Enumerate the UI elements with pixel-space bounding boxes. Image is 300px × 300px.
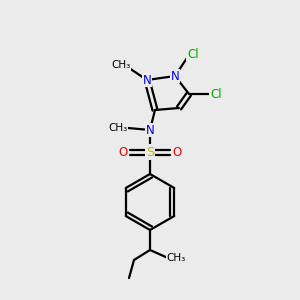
Text: CH₃: CH₃: [108, 123, 128, 133]
Text: O: O: [172, 146, 182, 158]
Text: O: O: [118, 146, 127, 158]
Text: CH₃: CH₃: [167, 253, 186, 263]
Text: CH₃: CH₃: [111, 60, 130, 70]
Text: Cl: Cl: [210, 88, 222, 100]
Text: S: S: [146, 146, 154, 158]
Text: N: N: [146, 124, 154, 136]
Text: Cl: Cl: [187, 47, 199, 61]
Text: N: N: [142, 74, 152, 86]
Text: N: N: [171, 70, 179, 83]
